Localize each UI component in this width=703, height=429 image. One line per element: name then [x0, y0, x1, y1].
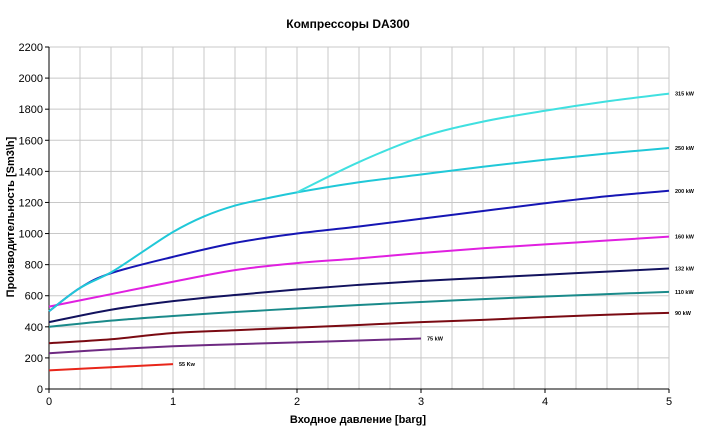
series-line [48, 311, 670, 345]
series-end-label: 160 kW [675, 235, 695, 241]
series-line [48, 290, 670, 328]
x-tick-label: 2 [294, 396, 300, 408]
series-labels: 55 Kw 75 kW 90 kW 110 kW 132 kW 160 kW 200 kW 2… [179, 92, 695, 368]
series-end-label: 55 Kw [179, 362, 196, 368]
y-tick-label: 400 [25, 322, 43, 334]
series-end-label: 132 kW [675, 267, 695, 273]
series-line [48, 267, 670, 324]
x-tick-label: 0 [46, 396, 52, 408]
y-tick-label: 1200 [19, 197, 43, 209]
series-end-label: 200 kW [675, 189, 695, 195]
series-line [296, 92, 670, 194]
y-tick-label: 1800 [19, 104, 43, 116]
y-tick-label: 1400 [19, 166, 43, 178]
grid [48, 46, 670, 390]
series-end-label: 110 kW [675, 290, 694, 296]
series-end-label: 250 kW [675, 146, 695, 152]
x-tick-label: 3 [418, 396, 424, 408]
x-tick-label: 1 [170, 396, 176, 408]
y-tick-label: 2200 [19, 42, 43, 54]
x-tick-label: 5 [666, 396, 672, 408]
series-end-label: 90 kW [675, 311, 692, 317]
x-axis-label: Входное давление [barg] [290, 414, 426, 426]
series-end-label: 75 kW [427, 336, 444, 342]
y-tick-label: 200 [25, 353, 43, 365]
y-tick-label: 600 [25, 291, 43, 303]
y-axis-label: Производительность [Sm3\h] [5, 136, 17, 297]
series-lines [48, 92, 670, 372]
series-line [48, 363, 174, 372]
series-line [48, 147, 670, 313]
y-tick-label: 800 [25, 260, 43, 272]
y-tick-label: 0 [37, 384, 43, 396]
series-line [48, 337, 422, 355]
y-tick-label: 2000 [19, 73, 43, 85]
series-line [48, 235, 670, 308]
x-tick-label: 4 [542, 396, 548, 408]
axes: 0 200 400 600 800 1000 1200 1400 1600 1800 2000 220… [19, 42, 673, 408]
y-tick-label: 1000 [19, 229, 43, 241]
chart-title: Компрессоры DA300 [286, 17, 410, 31]
y-tick-label: 1600 [19, 135, 43, 147]
series-end-label: 315 kW [675, 92, 695, 98]
